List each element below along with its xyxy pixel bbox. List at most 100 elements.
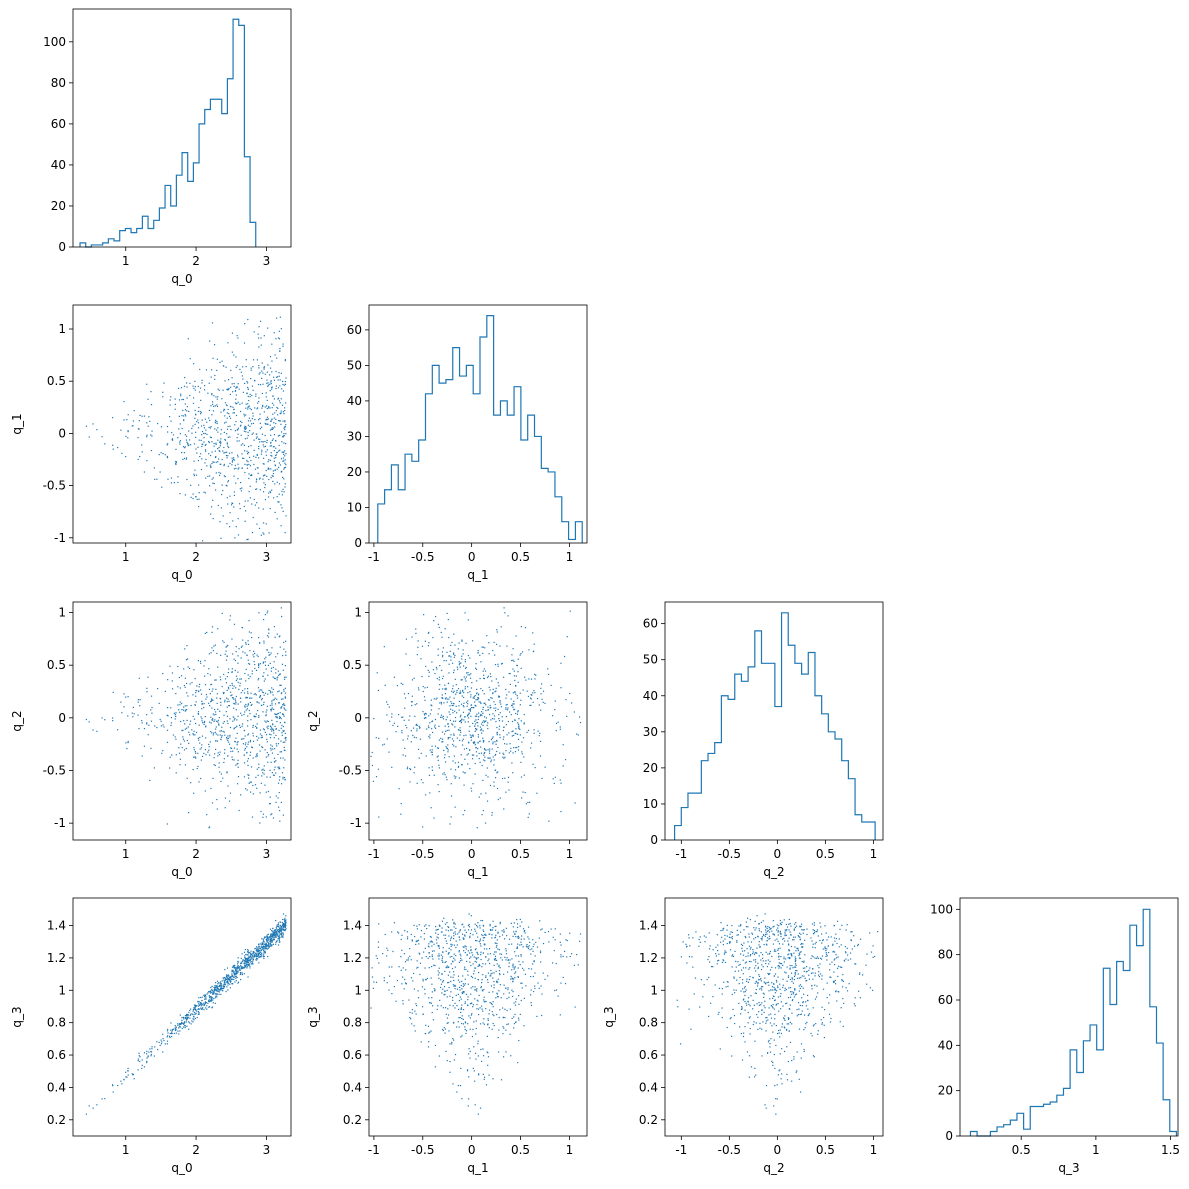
- scatter-point: [209, 436, 211, 438]
- scatter-point: [175, 754, 177, 756]
- scatter-point: [434, 990, 436, 992]
- scatter-point: [271, 475, 273, 477]
- y-tick-label: -1: [54, 531, 66, 545]
- scatter-point: [227, 698, 229, 700]
- scatter-point: [212, 991, 215, 993]
- scatter-point: [188, 731, 190, 733]
- scatter-point: [505, 927, 508, 929]
- scatter-point: [189, 1009, 191, 1012]
- scatter-point: [219, 679, 222, 681]
- scatter-point: [478, 1073, 480, 1075]
- scatter-point: [440, 714, 443, 716]
- scatter-point: [224, 380, 226, 382]
- scatter-point: [452, 688, 454, 690]
- scatter-point: [203, 721, 205, 724]
- scatter-point: [465, 676, 468, 678]
- scatter-point: [503, 736, 505, 738]
- scatter-point: [451, 641, 453, 644]
- scatter-point: [478, 963, 480, 966]
- scatter-point: [259, 372, 261, 374]
- y-tick-label: 0: [58, 240, 66, 254]
- scatter-point: [431, 950, 434, 952]
- scatter-point: [195, 701, 197, 703]
- scatter-point: [527, 729, 530, 732]
- scatter-point: [256, 467, 258, 469]
- scatter-point: [280, 931, 282, 933]
- scatter-point: [214, 753, 216, 755]
- scatter-point: [111, 416, 114, 419]
- scatter-point: [447, 723, 449, 725]
- scatter-point: [569, 692, 571, 695]
- scatter-point: [282, 757, 284, 759]
- scatter-point: [501, 930, 503, 932]
- scatter-point: [425, 794, 427, 796]
- scatter-point: [516, 923, 519, 925]
- scatter-point: [117, 729, 119, 731]
- scatter-point: [181, 398, 183, 401]
- scatter-point: [393, 676, 396, 678]
- scatter-point: [430, 977, 432, 979]
- scatter-point: [278, 931, 280, 933]
- scatter-point: [547, 668, 549, 670]
- scatter-point: [274, 748, 276, 750]
- scatter-point: [197, 422, 200, 424]
- scatter-point: [138, 677, 140, 679]
- scatter-point: [284, 640, 287, 642]
- scatter-point: [147, 734, 149, 736]
- scatter-point: [278, 936, 280, 938]
- scatter-point: [278, 768, 280, 770]
- scatter-point: [268, 937, 270, 939]
- scatter-point: [224, 439, 227, 441]
- scatter-point: [237, 456, 239, 458]
- scatter-point: [220, 986, 222, 988]
- scatter-point: [510, 922, 512, 924]
- histogram-bin: [528, 415, 535, 543]
- scatter-point: [512, 668, 514, 670]
- scatter-point: [437, 623, 440, 625]
- scatter-point: [195, 1006, 197, 1008]
- scatter-point: [249, 393, 251, 396]
- scatter-point: [267, 937, 269, 939]
- scatter-point: [241, 725, 243, 727]
- scatter-point: [463, 968, 466, 970]
- scatter-point: [424, 993, 426, 995]
- scatter-point: [281, 441, 283, 443]
- scatter-point: [219, 710, 221, 712]
- scatter-point: [480, 746, 482, 748]
- scatter-point: [223, 475, 225, 477]
- scatter-point: [177, 704, 179, 706]
- scatter-point: [242, 651, 244, 653]
- scatter-point: [227, 465, 229, 467]
- scatter-point: [431, 965, 433, 968]
- scatter-point: [207, 751, 209, 753]
- scatter-point: [516, 664, 518, 666]
- histogram-bin: [822, 714, 829, 840]
- scatter-point: [523, 713, 525, 716]
- scatter-point: [485, 774, 487, 776]
- scatter-point: [169, 1036, 171, 1039]
- scatter-point: [201, 718, 203, 720]
- scatter-point: [215, 726, 217, 728]
- scatter-point: [275, 716, 277, 718]
- scatter-point: [527, 695, 530, 698]
- scatter-point: [474, 742, 476, 744]
- scatter-point: [226, 736, 228, 739]
- scatter-point: [488, 1013, 490, 1015]
- x-tick-label: 0: [774, 847, 782, 861]
- scatter-point: [517, 749, 520, 751]
- scatter-point: [126, 1076, 128, 1078]
- scatter-point: [450, 991, 452, 993]
- scatter-point: [489, 784, 492, 787]
- scatter-point: [204, 998, 206, 1000]
- scatter-point: [213, 461, 215, 463]
- scatter-point: [278, 791, 280, 794]
- scatter-point: [257, 402, 259, 404]
- scatter-point: [244, 964, 246, 967]
- scatter-point: [504, 1008, 506, 1010]
- scatter-point: [189, 734, 191, 736]
- scatter-point: [271, 944, 273, 946]
- scatter-point: [519, 704, 521, 706]
- scatter-point: [534, 972, 536, 974]
- scatter-point: [245, 407, 247, 409]
- scatter-point: [226, 442, 228, 444]
